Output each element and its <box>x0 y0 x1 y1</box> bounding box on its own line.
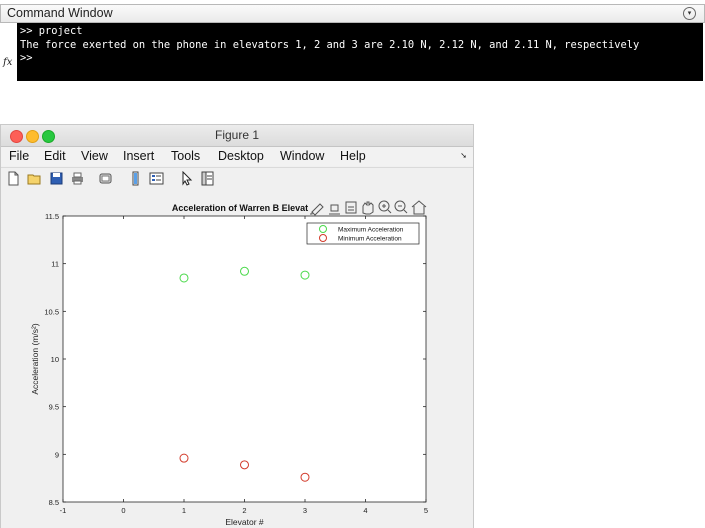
command-window-header: Command Window ▾ <box>0 4 705 23</box>
insert-legend-icon[interactable] <box>149 171 164 186</box>
new-figure-icon[interactable] <box>6 171 21 186</box>
figure-window: Figure 1 File Edit View Insert Tools Des… <box>0 124 474 528</box>
fx-icon[interactable]: fx <box>3 57 12 68</box>
command-window-body[interactable]: fx >> project The force exerted on the p… <box>0 23 705 81</box>
command-prompt[interactable]: >> <box>17 52 703 66</box>
menu-window[interactable]: Window <box>280 149 324 163</box>
link-icon[interactable] <box>98 171 113 186</box>
save-icon[interactable] <box>49 171 64 186</box>
menu-edit[interactable]: Edit <box>44 149 66 163</box>
menu-file[interactable]: File <box>9 149 29 163</box>
command-window: Command Window ▾ fx >> project The force… <box>0 4 705 82</box>
menubar-overflow-icon[interactable]: ➘ <box>460 151 467 160</box>
menu-tools[interactable]: Tools <box>171 149 200 163</box>
edit-plot-icon[interactable] <box>180 171 195 186</box>
command-window-title: Command Window <box>7 6 113 20</box>
chevron-down-icon[interactable]: ▾ <box>683 7 696 20</box>
insert-colorbar-icon[interactable] <box>128 171 143 186</box>
figure-toolbar <box>1 167 473 191</box>
print-icon[interactable] <box>70 171 85 186</box>
figure-menubar: File Edit View Insert Tools Desktop Wind… <box>1 147 473 166</box>
command-output[interactable]: >> project The force exerted on the phon… <box>17 23 703 81</box>
figure-canvas[interactable] <box>1 190 473 528</box>
property-inspector-icon[interactable] <box>200 171 215 186</box>
menu-help[interactable]: Help <box>340 149 366 163</box>
command-line: >> project <box>17 25 703 39</box>
command-line: The force exerted on the phone in elevat… <box>17 39 703 53</box>
figure-titlebar: Figure 1 <box>1 125 473 147</box>
figure-title: Figure 1 <box>1 128 473 142</box>
menu-view[interactable]: View <box>81 149 108 163</box>
open-file-icon[interactable] <box>27 171 42 186</box>
menu-desktop[interactable]: Desktop <box>218 149 264 163</box>
command-gutter: fx <box>0 23 17 81</box>
menu-insert[interactable]: Insert <box>123 149 154 163</box>
